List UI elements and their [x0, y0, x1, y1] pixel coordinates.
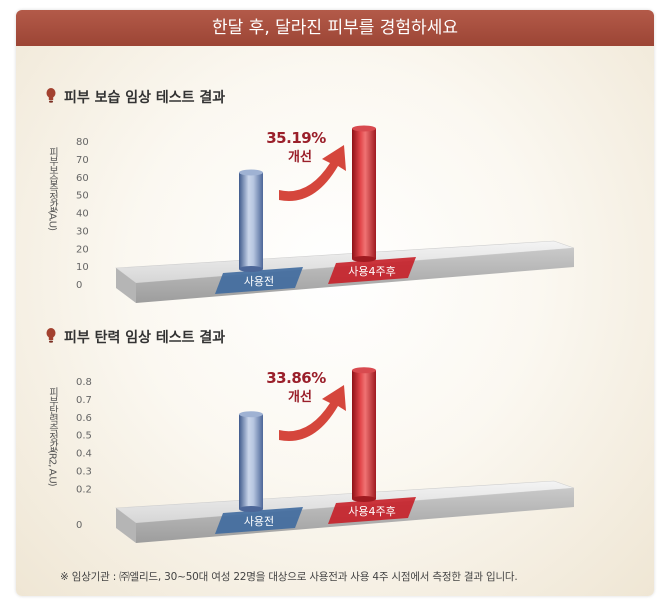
lightbulb-icon	[46, 328, 56, 348]
lightbulb-icon	[46, 88, 56, 108]
improvement-percent: 35.19%	[266, 129, 326, 147]
bar-before-top	[239, 169, 263, 176]
moisture-section-title: 피부 보습 임상 테스트 결과	[46, 87, 225, 108]
bar-before-bottom	[239, 266, 263, 272]
y-axis-label: 피부탄력측정값(R2, A.U)	[47, 387, 59, 487]
y-tick-label: 20	[76, 244, 89, 255]
improvement-label: 개선	[288, 149, 312, 165]
y-tick-label: 10	[76, 262, 89, 273]
moisture-chart-title: 피부 보습 임상 테스트 결과	[64, 90, 226, 106]
bar-after-top	[352, 125, 376, 132]
bar-after	[352, 128, 376, 259]
moisture-chart: 피부보습측정값(A.U) 0 10 20 30 40 50 60 70 80 사용전 사용4주후 35.…	[46, 117, 606, 317]
elasticity-section-title: 피부 탄력 임상 테스트 결과	[46, 327, 225, 348]
chart-svg: 피부탄력측정값(R2, A.U) 0 0.2 0.3 0.4 0.5 0.6 0.7 0.8 사용…	[47, 367, 575, 543]
y-tick-label: 50	[76, 191, 89, 202]
elasticity-chart: 피부탄력측정값(R2, A.U) 0 0.2 0.3 0.4 0.5 0.6 0.7 0.8 사용…	[46, 357, 606, 557]
y-axis-label: 피부보습측정값(A.U)	[47, 147, 59, 231]
bar-plate	[328, 257, 416, 284]
bar-plate	[215, 507, 303, 534]
banner-title: 한달 후, 달라진 피부를 경험하세요	[16, 10, 654, 46]
bar-after-bottom	[352, 496, 376, 502]
results-card: 한달 후, 달라진 피부를 경험하세요 피부 보습 임상 테스트 결과 피부보습…	[16, 10, 654, 596]
improvement-percent: 33.86%	[266, 369, 326, 387]
y-tick-label: 0.8	[76, 377, 92, 388]
y-tick-label: 40	[76, 209, 89, 220]
platform-side	[116, 508, 136, 543]
y-tick-label: 70	[76, 155, 89, 166]
y-tick-label: 0	[76, 280, 82, 291]
bar-before-bottom	[239, 506, 263, 512]
bar-after-bottom	[352, 256, 376, 262]
y-tick-label: 0.6	[76, 413, 92, 424]
elasticity-chart-title: 피부 탄력 임상 테스트 결과	[64, 330, 226, 346]
y-tick-label: 60	[76, 173, 89, 184]
bar-plate	[328, 497, 416, 524]
category-label: 사용4주후	[348, 505, 395, 518]
y-tick-label: 0.2	[76, 484, 92, 495]
y-tick-label: 0.3	[76, 466, 92, 477]
y-tick-label: 0.7	[76, 395, 92, 406]
y-tick-label: 80	[76, 137, 89, 148]
improvement-arrow-icon	[279, 145, 346, 202]
platform-side	[116, 268, 136, 303]
bar-after	[352, 370, 376, 499]
bar-before	[239, 172, 263, 269]
bar-before	[239, 414, 263, 509]
category-label: 사용전	[244, 515, 274, 528]
footnote: ※ 임상기관 : ㈜엘리드, 30~50대 여성 22명을 대상으로 사용전과 …	[60, 571, 518, 583]
y-tick-label: 0.5	[76, 431, 92, 442]
chart-svg: 피부보습측정값(A.U) 0 10 20 30 40 50 60 70 80 사용전 사용4주후 35.…	[47, 125, 575, 303]
y-tick-label: 30	[76, 226, 89, 237]
bar-before-top	[239, 411, 263, 418]
category-label: 사용전	[244, 275, 274, 288]
improvement-label: 개선	[288, 389, 312, 405]
y-tick-label: 0.4	[76, 449, 92, 460]
bar-plate	[215, 267, 303, 294]
bar-after-top	[352, 367, 376, 374]
improvement-arrow-icon	[279, 385, 346, 442]
y-tick-label: 0	[76, 520, 82, 531]
category-label: 사용4주후	[348, 265, 395, 278]
